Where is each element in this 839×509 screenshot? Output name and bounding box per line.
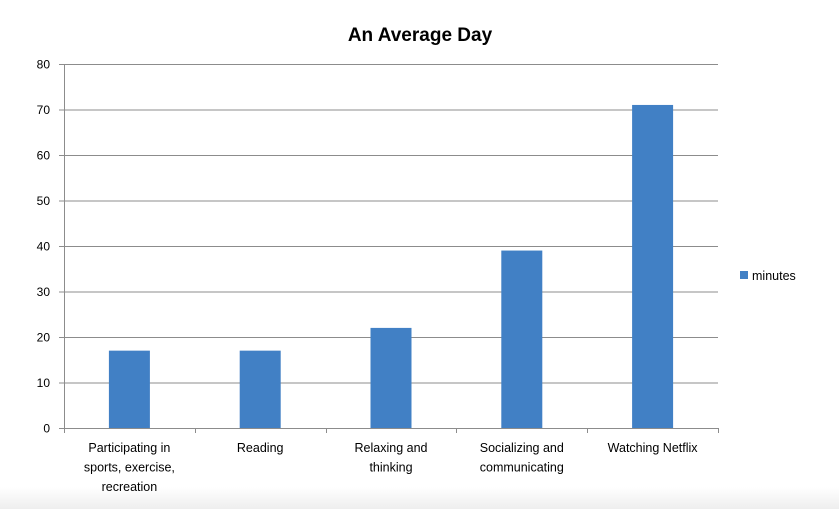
y-tick-label: 30 xyxy=(37,285,51,299)
y-tick-label: 40 xyxy=(37,240,51,254)
bottom-shadow xyxy=(0,487,839,509)
y-tick-label: 70 xyxy=(37,103,51,117)
bar xyxy=(370,327,412,428)
x-tick-label: Participating in xyxy=(88,441,170,455)
y-tick-label: 50 xyxy=(37,194,51,208)
y-tick-label: 10 xyxy=(37,376,51,390)
y-tick-label: 20 xyxy=(37,331,51,345)
x-tick-label: recreation xyxy=(102,480,158,494)
y-tick-label: 60 xyxy=(37,149,51,163)
x-tick-label: Watching Netflix xyxy=(608,441,699,455)
x-tick-label: Socializing and xyxy=(480,441,564,455)
x-tick-label: communicating xyxy=(480,461,564,475)
x-tick-label: Relaxing and xyxy=(355,441,428,455)
legend-swatch xyxy=(740,271,748,279)
bar xyxy=(108,350,150,428)
y-tick-label: 80 xyxy=(37,58,51,72)
x-tick-label: Reading xyxy=(237,441,284,455)
bar xyxy=(239,350,281,428)
chart-title: An Average Day xyxy=(348,25,493,46)
bar xyxy=(632,104,674,428)
legend-label: minutes xyxy=(752,269,796,283)
x-tick-label: thinking xyxy=(369,461,412,475)
y-tick-label: 0 xyxy=(43,422,50,436)
bar xyxy=(501,250,543,428)
x-tick-label: sports, exercise, xyxy=(84,461,175,475)
